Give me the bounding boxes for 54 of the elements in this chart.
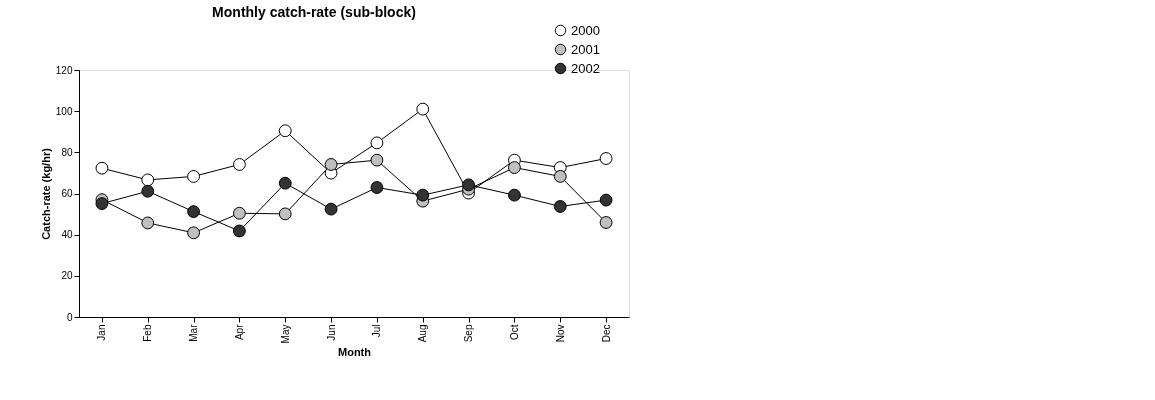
point: [599, 216, 613, 229]
point: [187, 205, 200, 219]
legend-label: 2000: [571, 22, 600, 38]
point: [324, 158, 338, 171]
point: [233, 158, 246, 171]
point: [233, 224, 246, 238]
point: [370, 136, 384, 150]
y-tick-label: 100: [55, 105, 73, 117]
point: [553, 200, 567, 213]
point: [508, 188, 521, 202]
point: [278, 207, 292, 221]
point: [599, 193, 613, 207]
point: [141, 173, 155, 187]
y-tick-label: 60: [61, 188, 73, 199]
y-tick-label: 20: [61, 270, 73, 282]
x-tick-label: Jun: [325, 324, 337, 341]
y-tick-label: 80: [61, 146, 73, 158]
point: [187, 170, 200, 183]
x-tick-label: May: [279, 324, 291, 344]
x-tick-label: Sep: [463, 324, 475, 343]
y-axis-title: Catch-rate (kg/hr): [39, 147, 52, 240]
x-tick-label: Oct: [508, 324, 520, 341]
point: [416, 102, 430, 116]
point: [278, 176, 292, 190]
x-tick-label: Apr: [233, 323, 245, 341]
x-tick-label: Feb: [142, 324, 154, 342]
point: [95, 197, 109, 210]
y-tick-label: 0: [66, 311, 73, 323]
point: [370, 181, 384, 194]
point: [95, 161, 109, 175]
point: [324, 202, 338, 216]
x-axis-title: Month: [338, 346, 372, 359]
legend-label: 2002: [571, 60, 600, 76]
point: [599, 152, 613, 165]
point: [141, 216, 155, 230]
point: [278, 124, 292, 138]
point: [141, 184, 155, 198]
point: [370, 153, 384, 167]
y-tick-label: 40: [61, 229, 73, 241]
x-tick-label: Jul: [371, 324, 383, 338]
legend-label: 2001: [571, 41, 600, 57]
point: [233, 206, 246, 220]
chart-title: Monthly catch-rate (sub-block): [212, 4, 416, 20]
x-tick-label: Aug: [417, 324, 429, 343]
point: [553, 170, 567, 183]
point: [508, 161, 521, 174]
point: [462, 178, 475, 192]
y-tick-label: 120: [55, 64, 73, 76]
x-tick-label: Nov: [554, 324, 566, 343]
x-tick-label: Mar: [188, 323, 200, 342]
point: [416, 188, 430, 202]
x-tick-label: Jan: [96, 324, 108, 341]
point: [187, 226, 200, 240]
x-tick-label: Dec: [600, 324, 612, 343]
